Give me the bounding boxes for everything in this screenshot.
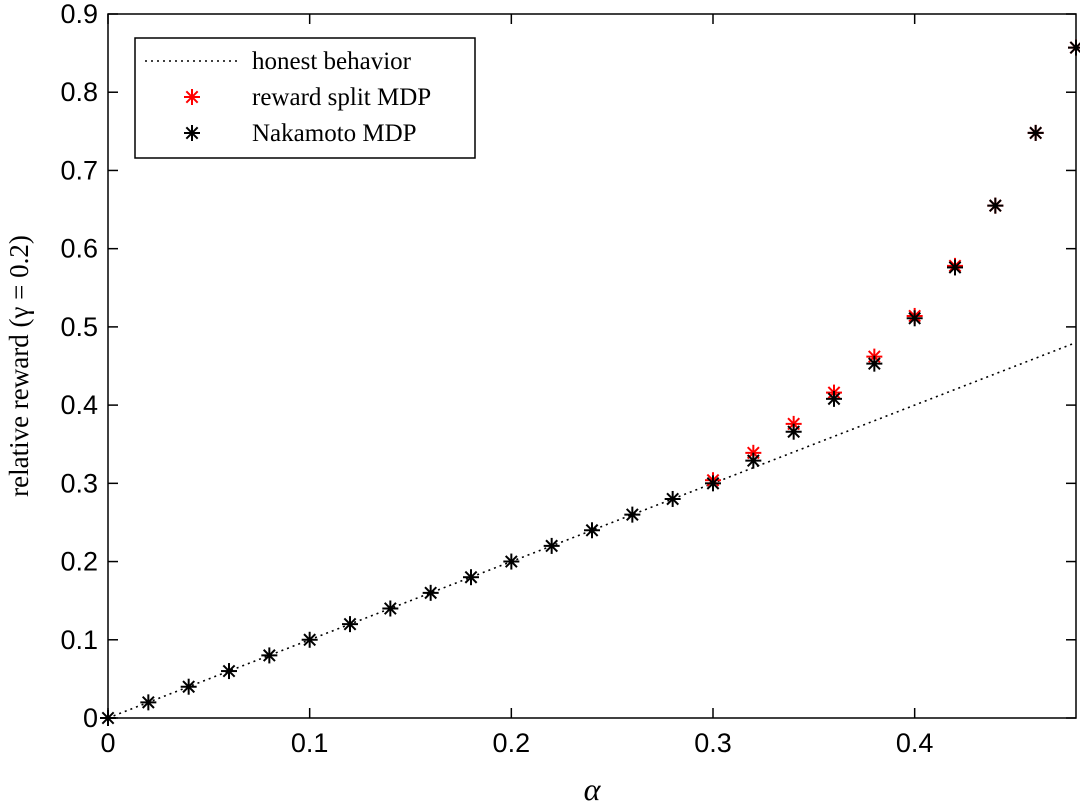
x-axis: 0 0.1 0.2 0.3 0.4 xyxy=(100,14,933,758)
legend-label: Nakamoto MDP xyxy=(252,120,417,147)
legend-marker-swatch xyxy=(184,125,200,141)
series-layer xyxy=(100,39,1080,726)
y-tick-label: 0.7 xyxy=(60,155,98,185)
legend-marker-swatch xyxy=(184,89,200,105)
x-tick-label: 0.2 xyxy=(493,728,531,758)
data-point xyxy=(826,390,842,407)
series-nakamoto-mdp xyxy=(100,39,1080,726)
x-tick-label: 0.3 xyxy=(694,728,732,758)
data-point xyxy=(342,616,358,633)
data-point xyxy=(422,584,439,601)
y-tick-label: 0.9 xyxy=(60,0,98,29)
data-point xyxy=(785,423,802,440)
y-tick-label: 0.3 xyxy=(60,468,98,498)
data-point xyxy=(261,647,278,664)
y-axis-title: relative reward (γ = 0.2) xyxy=(4,235,34,497)
honest-behavior-line xyxy=(107,341,1077,719)
data-point xyxy=(705,475,721,492)
legend: honest behavior reward split MDP Nakamoto … xyxy=(134,37,476,159)
y-tick-label: 0.8 xyxy=(60,77,98,107)
data-point xyxy=(301,631,318,648)
data-point xyxy=(1027,124,1044,141)
data-point xyxy=(221,663,237,680)
data-point xyxy=(987,197,1004,214)
data-point xyxy=(463,569,479,586)
data-point xyxy=(664,490,681,507)
data-point xyxy=(866,355,883,372)
data-point xyxy=(180,678,197,695)
y-tick-label: 0.1 xyxy=(60,625,98,655)
x-axis-title: α xyxy=(584,771,602,802)
y-tick-label: 0 xyxy=(83,703,98,733)
legend-label: honest behavior xyxy=(252,48,412,75)
x-tick-label: 0 xyxy=(100,728,115,758)
data-point xyxy=(906,310,923,327)
y-tick-label: 0.2 xyxy=(60,547,98,577)
data-point xyxy=(947,259,963,276)
legend-label: reward split MDP xyxy=(252,84,431,111)
data-point xyxy=(503,553,520,570)
y-tick-label: 0.6 xyxy=(60,234,98,264)
y-tick-label: 0.5 xyxy=(60,312,98,342)
y-tick-label: 0.4 xyxy=(60,390,98,420)
x-tick-label: 0.4 xyxy=(896,728,934,758)
data-point xyxy=(140,694,157,711)
data-point xyxy=(543,537,560,554)
series-honest-behavior xyxy=(107,341,1077,719)
data-point xyxy=(584,522,600,539)
data-point xyxy=(382,600,399,617)
y-axis: 0 0.1 0.2 0.3 0.4 0.5 0.6 0.7 0.8 0.9 xyxy=(60,0,1076,733)
data-point xyxy=(100,710,116,726)
x-tick-label: 0.1 xyxy=(291,728,329,758)
data-point xyxy=(624,506,641,523)
data-point xyxy=(745,452,762,469)
